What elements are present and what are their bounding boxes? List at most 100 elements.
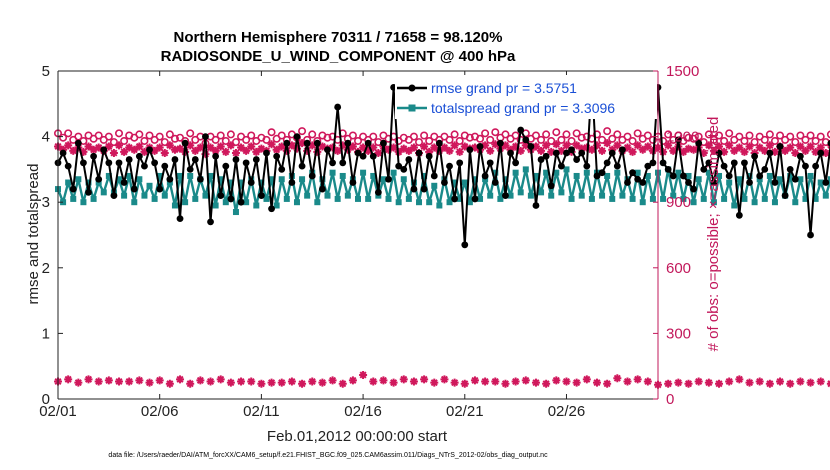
- obs-assimilated-point: [247, 142, 256, 151]
- rmse-point: [364, 139, 372, 147]
- obs-possible-point: [735, 132, 744, 141]
- obs-rejected-point: [521, 376, 530, 385]
- obs-rejected-point: [704, 378, 713, 387]
- rmse-point: [573, 156, 581, 163]
- obs-possible-point: [720, 136, 729, 145]
- rmse-point: [303, 139, 311, 147]
- rmse-point: [695, 139, 703, 147]
- obs-assimilated-point: [628, 147, 637, 156]
- obs-rejected-point: [328, 376, 337, 385]
- obs-assimilated-point: [140, 147, 149, 156]
- totalspread-point: [360, 169, 367, 176]
- totalspread-point: [344, 192, 351, 199]
- obs-possible-point: [806, 131, 815, 140]
- rmse-point: [507, 149, 514, 157]
- obs-possible-point: [323, 133, 332, 142]
- obs-rejected-point: [735, 375, 744, 384]
- totalspread-point: [121, 192, 128, 199]
- rmse-point: [156, 185, 164, 193]
- totalspread-point: [146, 182, 153, 189]
- rmse-point: [517, 126, 525, 134]
- rmse-point: [100, 146, 108, 154]
- rmse-point: [466, 146, 474, 154]
- rmse-point: [283, 139, 291, 147]
- rmse-point: [90, 152, 97, 160]
- rmse-point: [680, 172, 687, 180]
- obs-assimilated-point: [577, 144, 586, 153]
- totalspread-point: [151, 195, 158, 202]
- totalspread-point: [660, 195, 667, 202]
- obs-assimilated-point: [796, 142, 805, 151]
- rmse-point: [435, 139, 443, 147]
- rmse-point: [619, 146, 626, 154]
- obs-rejected-point: [796, 377, 805, 386]
- totalspread-point: [553, 169, 560, 176]
- totalspread-point: [319, 176, 326, 183]
- rmse-point: [298, 162, 306, 170]
- rmse-point: [278, 166, 286, 173]
- totalspread-point: [746, 172, 753, 179]
- obs-possible-point: [557, 135, 566, 144]
- totalspread-point: [817, 179, 824, 186]
- obs-assimilated-point: [384, 145, 393, 154]
- totalspread-point: [822, 192, 829, 199]
- totalspread-point: [60, 199, 67, 206]
- totalspread-point: [649, 195, 656, 202]
- rmse-point: [629, 169, 636, 177]
- rmse-point: [481, 172, 489, 180]
- obs-rejected-point: [115, 377, 124, 386]
- totalspread-point: [238, 179, 245, 186]
- obs-assimilated-point: [542, 141, 551, 150]
- obs-possible-point: [725, 129, 734, 138]
- obs-assimilated-point: [537, 146, 546, 155]
- y-axis-left-label: rmse and totalspread: [25, 164, 42, 305]
- obs-assimilated-point: [84, 142, 93, 151]
- rmse-point: [547, 182, 555, 190]
- obs-assimilated-point: [735, 143, 744, 152]
- totalspread-point: [675, 169, 682, 176]
- rmse-point: [425, 152, 433, 160]
- rmse-point: [359, 152, 367, 160]
- totalspread-point: [583, 169, 590, 176]
- obs-assimilated-point: [425, 147, 434, 156]
- totalspread-point: [777, 176, 784, 183]
- obs-assimilated-point: [709, 146, 718, 155]
- obs-assimilated-point: [130, 145, 139, 154]
- obs-possible-point: [491, 128, 500, 137]
- totalspread-point: [222, 199, 229, 206]
- obs-rejected-point: [450, 378, 459, 387]
- obs-assimilated-point: [501, 141, 510, 150]
- obs-assimilated-point: [201, 150, 210, 159]
- totalspread-point: [446, 199, 453, 206]
- rmse-point: [812, 162, 820, 170]
- obs-possible-point: [216, 131, 225, 140]
- obs-possible-point: [501, 130, 510, 139]
- x-tick-label: 02/16: [344, 403, 382, 420]
- totalspread-point: [538, 189, 545, 196]
- rmse-point: [344, 139, 352, 147]
- obs-possible-point: [409, 132, 418, 141]
- obs-assimilated-point: [242, 146, 251, 155]
- totalspread-point: [299, 176, 306, 183]
- rmse-point: [69, 185, 77, 193]
- rmse-point: [563, 149, 570, 157]
- obs-assimilated-point: [216, 142, 225, 151]
- totalspread-point: [243, 199, 250, 206]
- totalspread-point: [116, 176, 123, 183]
- rmse-point: [242, 159, 250, 167]
- obs-assimilated-point: [699, 149, 708, 157]
- rmse-point: [822, 179, 830, 186]
- totalspread-point: [487, 192, 494, 199]
- totalspread-point: [395, 199, 402, 206]
- totalspread-point: [639, 199, 646, 206]
- obs-possible-point: [567, 136, 576, 145]
- totalspread-point: [258, 179, 265, 186]
- rmse-point: [324, 146, 331, 154]
- obs-rejected-point: [664, 379, 673, 388]
- rmse-point: [781, 192, 789, 200]
- legend-box: [395, 75, 657, 119]
- obs-rejected-point: [135, 376, 144, 385]
- obs-possible-point: [537, 135, 546, 144]
- obs-rejected-point: [74, 378, 83, 387]
- totalspread-point: [70, 195, 77, 202]
